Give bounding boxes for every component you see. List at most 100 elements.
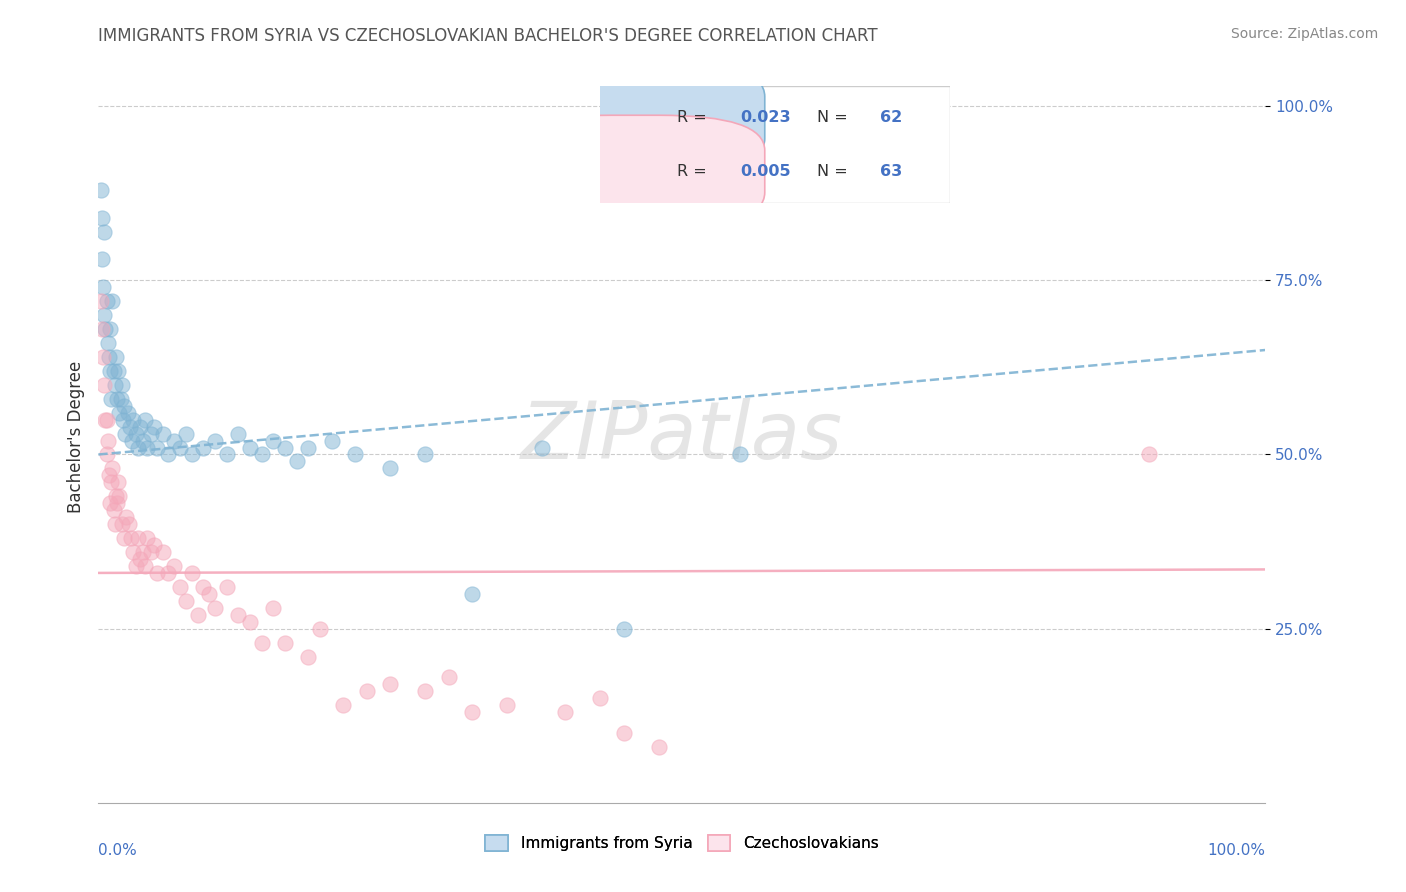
Point (1137, 448, 1160, 462)
Point (530, 441, 553, 455)
Point (204, 600, 226, 615)
Point (90, 183, 112, 197)
Point (215, 448, 238, 462)
Point (118, 517, 141, 532)
Point (118, 419, 141, 434)
Point (105, 392, 128, 406)
Point (250, 448, 273, 462)
Text: 0.0%: 0.0% (98, 843, 138, 858)
Point (121, 434, 143, 448)
Point (344, 448, 367, 462)
Point (91, 350, 114, 364)
Point (204, 434, 226, 448)
Point (228, 426, 250, 441)
Point (115, 510, 138, 524)
Point (100, 475, 122, 490)
Point (297, 441, 319, 455)
Point (174, 426, 197, 441)
Point (105, 496, 128, 510)
Point (332, 698, 354, 713)
Point (146, 441, 169, 455)
Point (129, 419, 152, 434)
Point (262, 434, 284, 448)
Point (111, 377, 134, 392)
Point (122, 412, 145, 426)
Point (139, 545, 162, 559)
Point (103, 364, 125, 378)
Point (104, 377, 127, 392)
Point (285, 454, 308, 468)
Point (112, 531, 135, 545)
Point (111, 517, 134, 532)
Point (589, 691, 612, 706)
Point (100, 392, 122, 406)
Point (157, 566, 180, 580)
Point (730, 448, 752, 462)
Point (554, 705, 576, 719)
Point (107, 364, 129, 378)
Point (228, 607, 250, 622)
Point (98, 364, 121, 378)
Point (97, 350, 120, 364)
Point (94, 412, 117, 426)
Point (98, 496, 121, 510)
Point (309, 622, 332, 636)
Text: 100.0%: 100.0% (1208, 843, 1265, 858)
Text: Source: ZipAtlas.com: Source: ZipAtlas.com (1230, 27, 1378, 41)
Point (413, 684, 436, 698)
Point (97, 468, 120, 483)
Point (136, 441, 159, 455)
Point (174, 594, 197, 608)
Point (437, 670, 460, 684)
Point (169, 441, 191, 455)
Point (104, 489, 127, 503)
Point (97, 434, 120, 448)
Point (262, 600, 284, 615)
Point (111, 412, 134, 426)
Point (647, 740, 669, 755)
Point (146, 566, 169, 580)
Point (274, 635, 297, 649)
Legend: Immigrants from Syria, Czechoslovakians: Immigrants from Syria, Czechoslovakians (479, 830, 884, 857)
Point (461, 587, 484, 601)
Point (193, 580, 215, 594)
Point (90, 211, 112, 225)
Point (103, 503, 125, 517)
Point (136, 531, 159, 545)
Point (127, 531, 149, 545)
Point (250, 635, 273, 649)
Point (108, 406, 131, 420)
Point (112, 399, 135, 413)
Point (93, 225, 115, 239)
Point (180, 566, 202, 580)
Point (274, 441, 297, 455)
Point (163, 434, 186, 448)
Point (198, 587, 221, 601)
Point (120, 531, 142, 545)
Point (496, 698, 519, 713)
Point (321, 434, 343, 448)
Point (163, 558, 186, 573)
Point (215, 580, 238, 594)
Point (127, 441, 149, 455)
Point (107, 475, 129, 490)
Point (187, 607, 209, 622)
Point (94, 322, 117, 336)
Y-axis label: Bachelor's Degree: Bachelor's Degree (66, 361, 84, 513)
Point (612, 622, 634, 636)
Point (356, 684, 378, 698)
Point (380, 677, 402, 691)
Text: ZIPatlas: ZIPatlas (520, 398, 844, 476)
Point (132, 545, 155, 559)
Point (93, 308, 115, 322)
Point (134, 412, 156, 426)
Point (110, 392, 132, 406)
Point (98, 322, 121, 336)
Point (134, 558, 156, 573)
Point (152, 545, 174, 559)
Point (91, 280, 114, 294)
Point (93, 377, 115, 392)
Point (97, 336, 120, 351)
Point (125, 426, 148, 441)
Point (413, 448, 436, 462)
